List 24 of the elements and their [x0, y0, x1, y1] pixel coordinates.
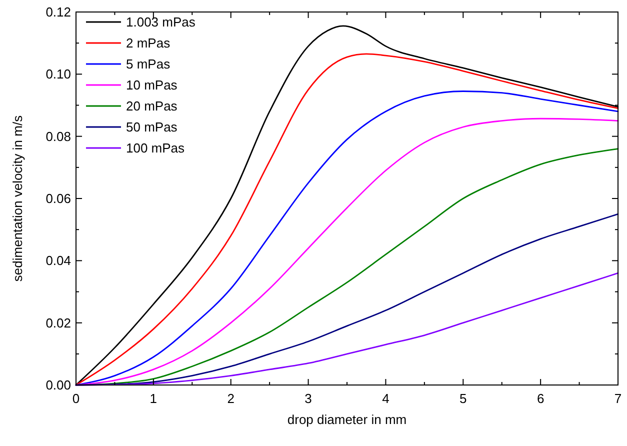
y-tick-label: 0.02	[46, 315, 71, 330]
x-tick-label: 7	[614, 391, 622, 406]
y-tick-label: 0.00	[46, 378, 71, 392]
legend-label: 5 mPas	[126, 56, 171, 72]
x-tick-label: 6	[536, 391, 544, 406]
y-tick-label: 0.06	[46, 191, 71, 206]
legend-label: 100 mPas	[126, 140, 186, 156]
y-tick-label: 0.10	[46, 66, 71, 82]
x-tick-label: 1	[150, 391, 158, 406]
legend-label: 50 mPas	[126, 120, 178, 134]
y-tick-label: 0.04	[46, 253, 71, 268]
x-tick-label: 0	[72, 391, 80, 406]
x-tick-label: 4	[382, 391, 390, 406]
y-axis-title: sedimentation velocity in m/s	[10, 114, 25, 282]
x-tick-label: 3	[304, 391, 312, 406]
x-axis-title: drop diameter in mm	[287, 412, 407, 427]
legend-label: 2 mPas	[126, 36, 171, 50]
x-tick-label: 2	[227, 391, 234, 406]
x-tick-label: 5	[460, 391, 467, 406]
legend-label: 1.003 mPas	[126, 14, 196, 30]
legend-label: 20 mPas	[126, 98, 178, 114]
y-tick-label: 0.08	[46, 128, 71, 144]
legend-label: 10 mPas	[126, 78, 178, 92]
y-tick-label: 0.12	[46, 4, 71, 20]
